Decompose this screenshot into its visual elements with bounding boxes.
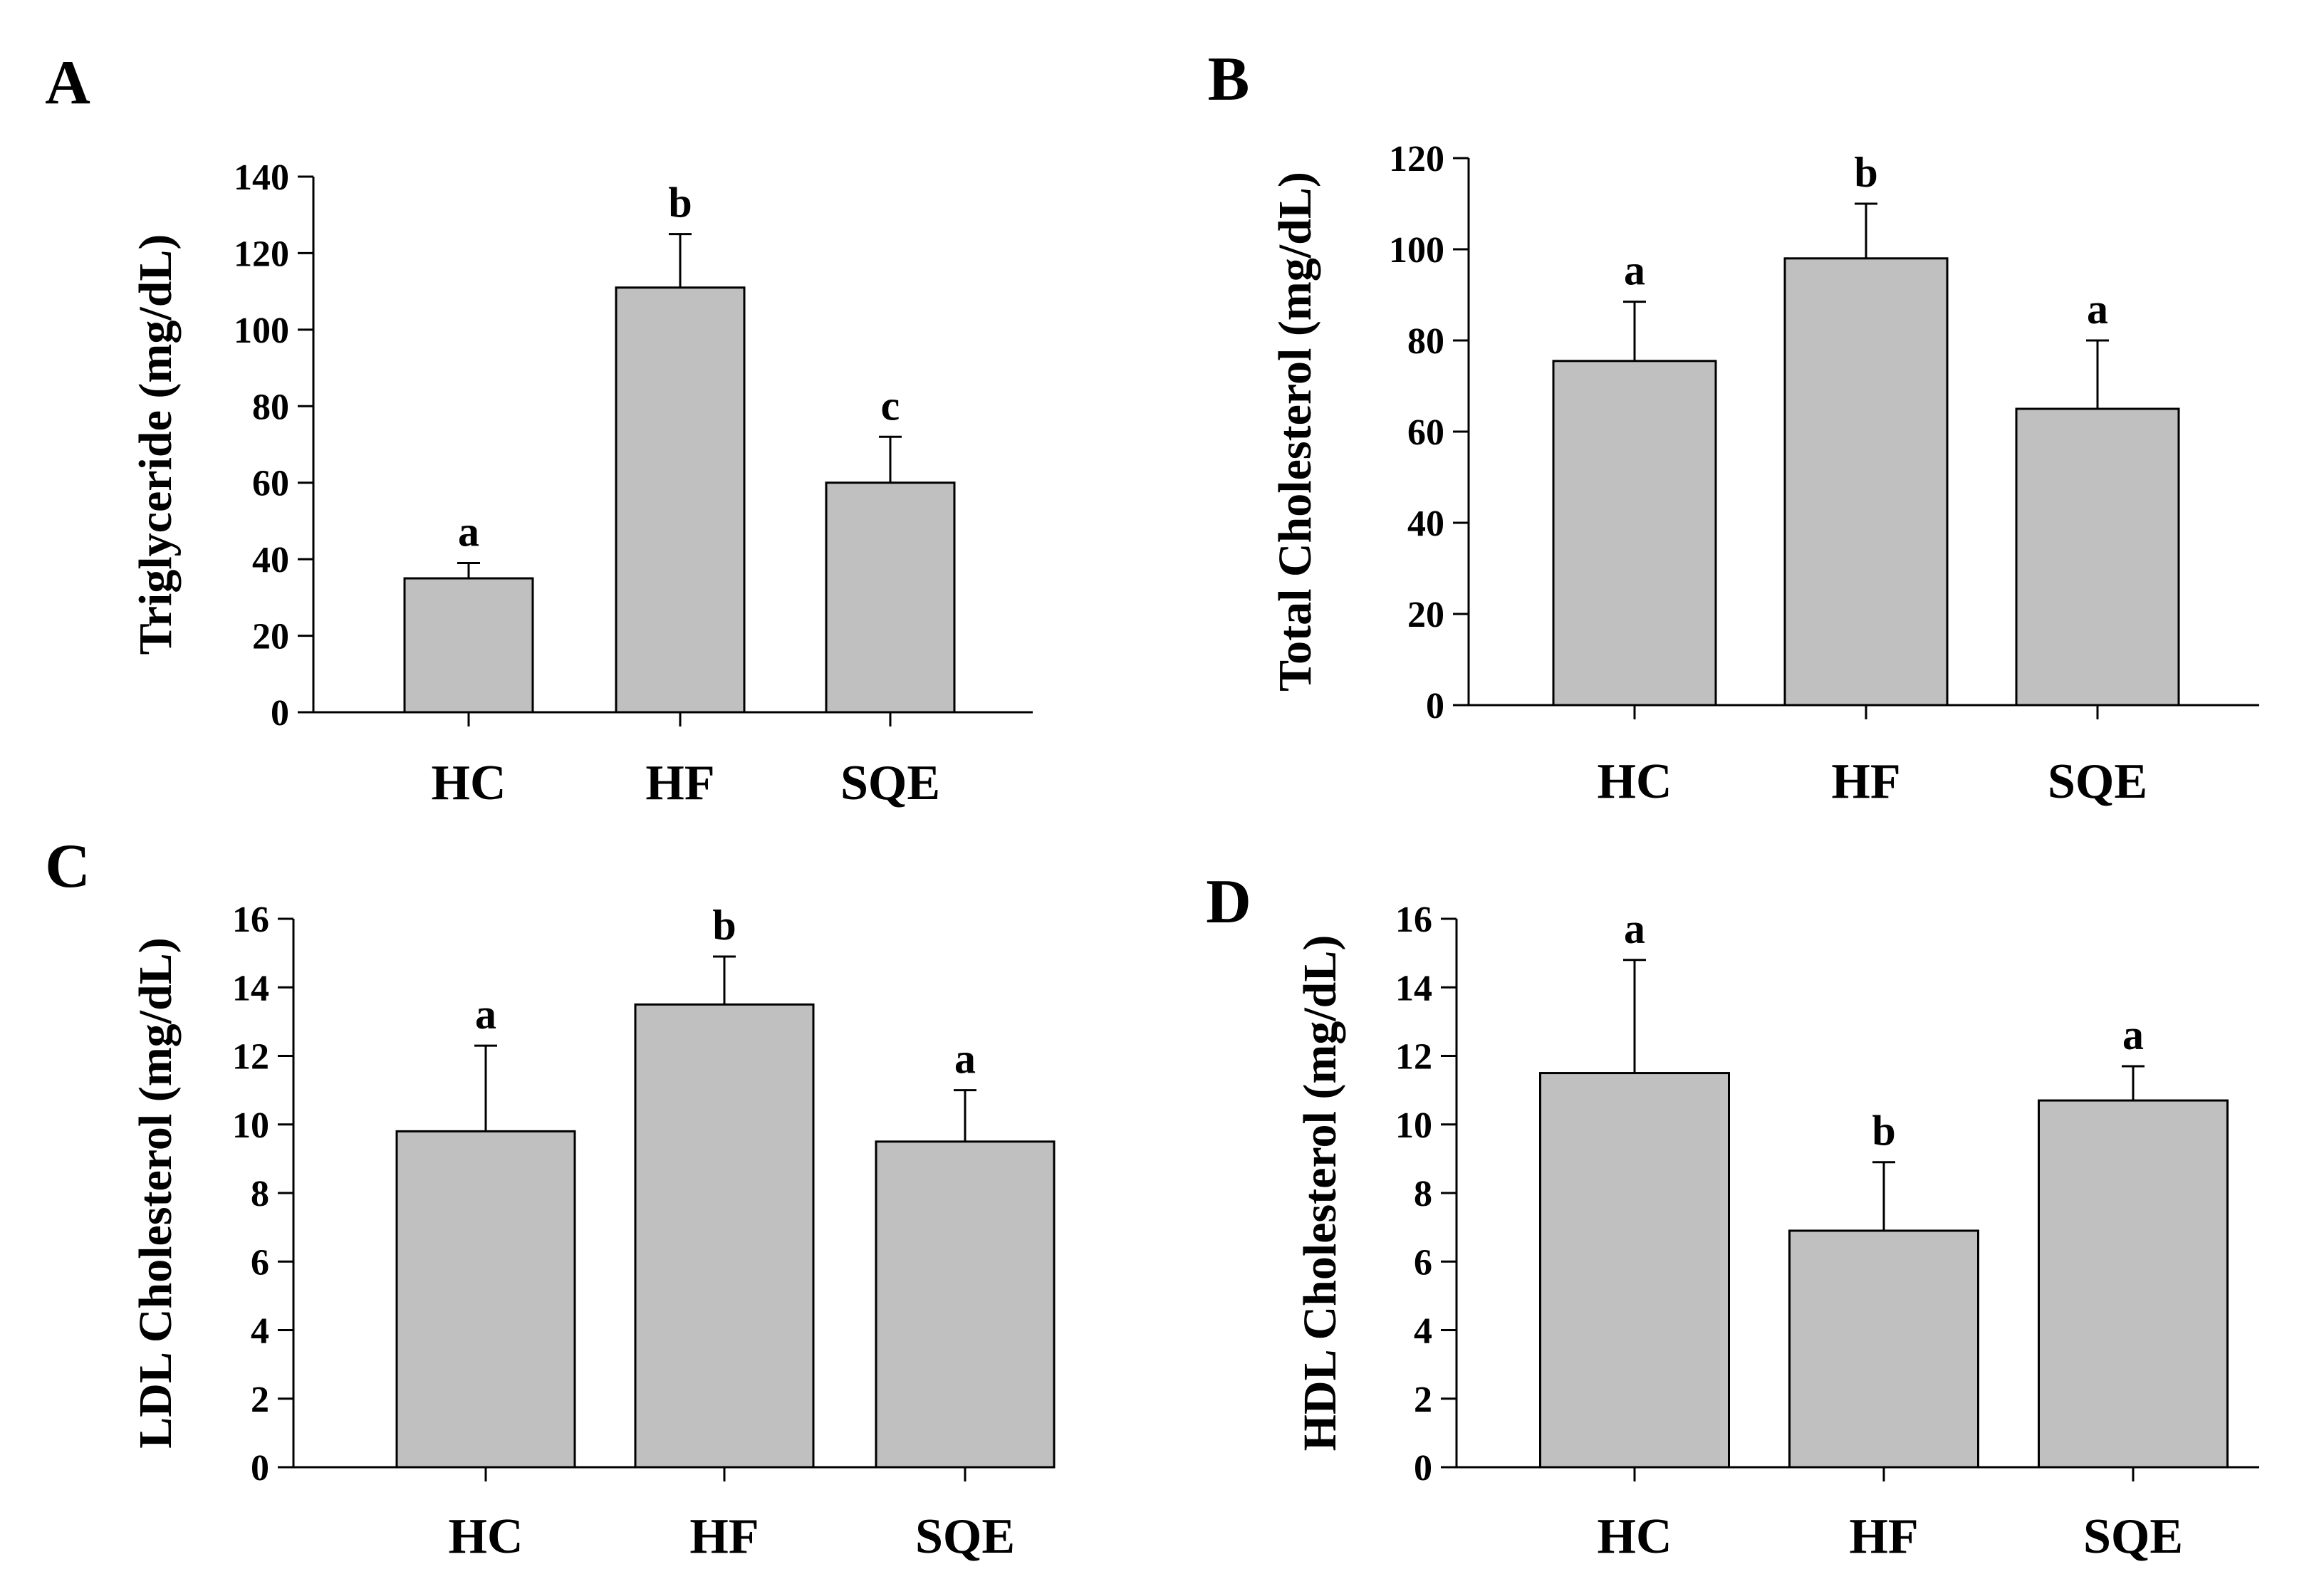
significance-label: a [1624,905,1645,952]
y-tick-label: 10 [1395,1105,1432,1146]
category-label: SQE [2083,1509,2183,1564]
bar-sqe [2015,407,2180,707]
category-label: SQE [915,1509,1015,1564]
y-axis-title: Total Cholesterol (mg/dL) [1269,172,1321,692]
panel-letter: D [1206,868,1251,937]
y-tick-label: 0 [251,1448,269,1489]
y-tick-label: 14 [232,968,269,1009]
panel-letter: B [1208,45,1250,114]
y-tick-label: 140 [234,157,289,198]
significance-label: c [881,382,900,429]
category-label: HF [689,1509,759,1564]
significance-label: b [712,902,736,949]
bar-hc [1539,1072,1730,1469]
category-label: HF [1831,754,1900,809]
y-tick-label: 4 [1414,1311,1432,1352]
significance-label: b [1854,149,1877,196]
y-tick-label: 0 [1426,686,1444,726]
bar-hc [1552,360,1717,707]
y-tick-label: 16 [232,900,269,940]
chart-panel-d: D 0 2 4 6 8 10 12 14 16 HDL Cholesterol (mg/dL) a HC… [1206,868,2259,1564]
y-tick-label: 12 [1395,1037,1432,1078]
y-tick-label: 80 [1407,321,1444,362]
y-tick-label: 14 [1395,968,1432,1009]
category-label: HC [1598,1509,1672,1564]
y-tick-label: 100 [234,311,289,351]
bar-hf [615,286,746,714]
category-label: HC [432,756,506,811]
y-tick-label: 10 [232,1105,269,1146]
significance-label: a [475,991,496,1038]
y-tick-label: 20 [1407,595,1444,635]
significance-label: a [2122,1011,2144,1058]
category-label: HF [645,756,714,811]
y-tick-label: 2 [251,1380,269,1420]
y-axis-title: Triglyceride (mg/dL) [130,234,182,655]
y-tick-label: 20 [252,617,289,657]
y-tick-label: 4 [251,1311,269,1352]
significance-label: b [668,179,692,226]
bar-hc [395,1130,576,1469]
category-label: SQE [2048,754,2147,809]
y-tick-label: 40 [252,540,289,580]
y-axis-title: LDL Cholesterol (mg/dL) [130,937,182,1448]
category-label: HC [1598,754,1672,809]
bar-hf [634,1003,815,1469]
y-tick-label: 0 [1414,1448,1432,1489]
significance-label: a [1624,247,1645,294]
y-tick-label: 8 [1414,1174,1432,1214]
y-tick-label: 12 [232,1037,269,1078]
y-tick-label: 16 [1395,900,1432,940]
bar-sqe [825,481,956,714]
y-tick-label: 40 [1407,504,1444,544]
y-tick-label: 120 [234,234,289,274]
bar-sqe [875,1140,1056,1469]
panel-letter: A [45,48,90,118]
bar-hf [1783,257,1949,707]
category-label: SQE [840,756,940,811]
chart-panel-a: A 0 20 40 60 80 100 120 140 Triglyceride (mg/dL) a… [45,48,1033,811]
y-tick-label: 60 [1407,412,1444,453]
panel-letter: C [45,832,90,901]
y-tick-label: 2 [1414,1380,1432,1420]
chart-panel-c: C 0 2 4 6 8 10 12 14 16 LDL Cholesterol (mg/dL) a HC… [45,832,1056,1564]
chart-panel-b: B 0 20 40 60 80 100 120 Total Cholesterol (mg/dL… [1208,45,2259,809]
bar-sqe [2038,1099,2229,1469]
category-label: HF [1849,1509,1918,1564]
y-tick-label: 8 [251,1174,269,1214]
bar-hc [403,577,534,714]
y-tick-label: 0 [271,693,289,734]
y-tick-label: 120 [1389,139,1444,179]
y-tick-label: 6 [1414,1242,1432,1283]
significance-label: b [1872,1108,1895,1155]
y-tick-label: 100 [1389,230,1444,271]
significance-label: a [458,509,479,556]
y-tick-label: 6 [251,1242,269,1283]
significance-label: a [2087,286,2108,333]
significance-label: a [954,1036,976,1083]
y-axis-title: HDL Cholesterol (mg/dL) [1294,935,1346,1452]
category-label: HC [449,1509,523,1564]
y-tick-label: 80 [252,387,289,427]
bar-hf [1788,1229,1979,1469]
y-tick-label: 60 [252,464,289,504]
